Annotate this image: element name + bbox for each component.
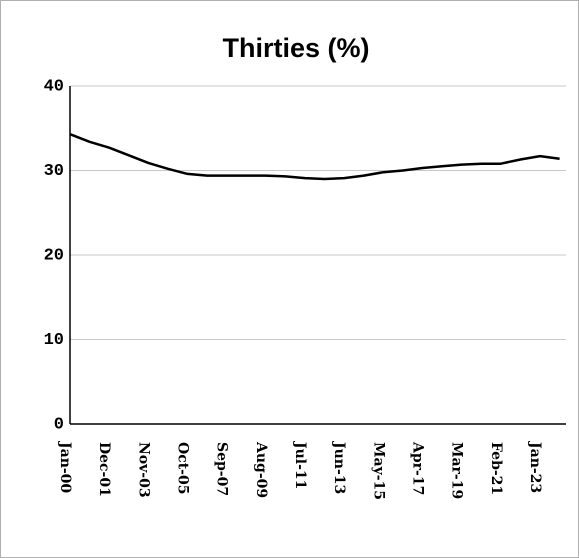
y-tick-label: 20 xyxy=(44,246,64,265)
x-tick-label: Sep-07 xyxy=(214,442,230,496)
x-tick-label: Aug-09 xyxy=(253,441,269,498)
x-tick-label: Jan-00 xyxy=(57,440,73,493)
y-tick-label: 30 xyxy=(44,162,64,181)
x-tick-label: Apr-17 xyxy=(410,441,426,495)
x-tick-label: Dec-01 xyxy=(96,442,112,497)
x-tick-label: Jun-13 xyxy=(331,440,347,494)
y-tick-label: 10 xyxy=(44,331,64,350)
y-tick-label: 0 xyxy=(54,415,64,434)
x-tick-label: Nov-03 xyxy=(135,442,151,498)
x-tick-label: May-15 xyxy=(370,442,386,500)
x-tick-label: Feb-21 xyxy=(488,442,504,495)
chart-title: Thirties (%) xyxy=(222,33,369,63)
x-tick-label: Mar-19 xyxy=(449,442,465,499)
data-line xyxy=(69,133,560,181)
x-tick-label: Oct-05 xyxy=(175,442,191,494)
y-tick-label: 40 xyxy=(44,77,64,96)
x-tick-label: Jul-11 xyxy=(292,440,308,489)
x-tick-label: Jan-23 xyxy=(527,440,543,493)
